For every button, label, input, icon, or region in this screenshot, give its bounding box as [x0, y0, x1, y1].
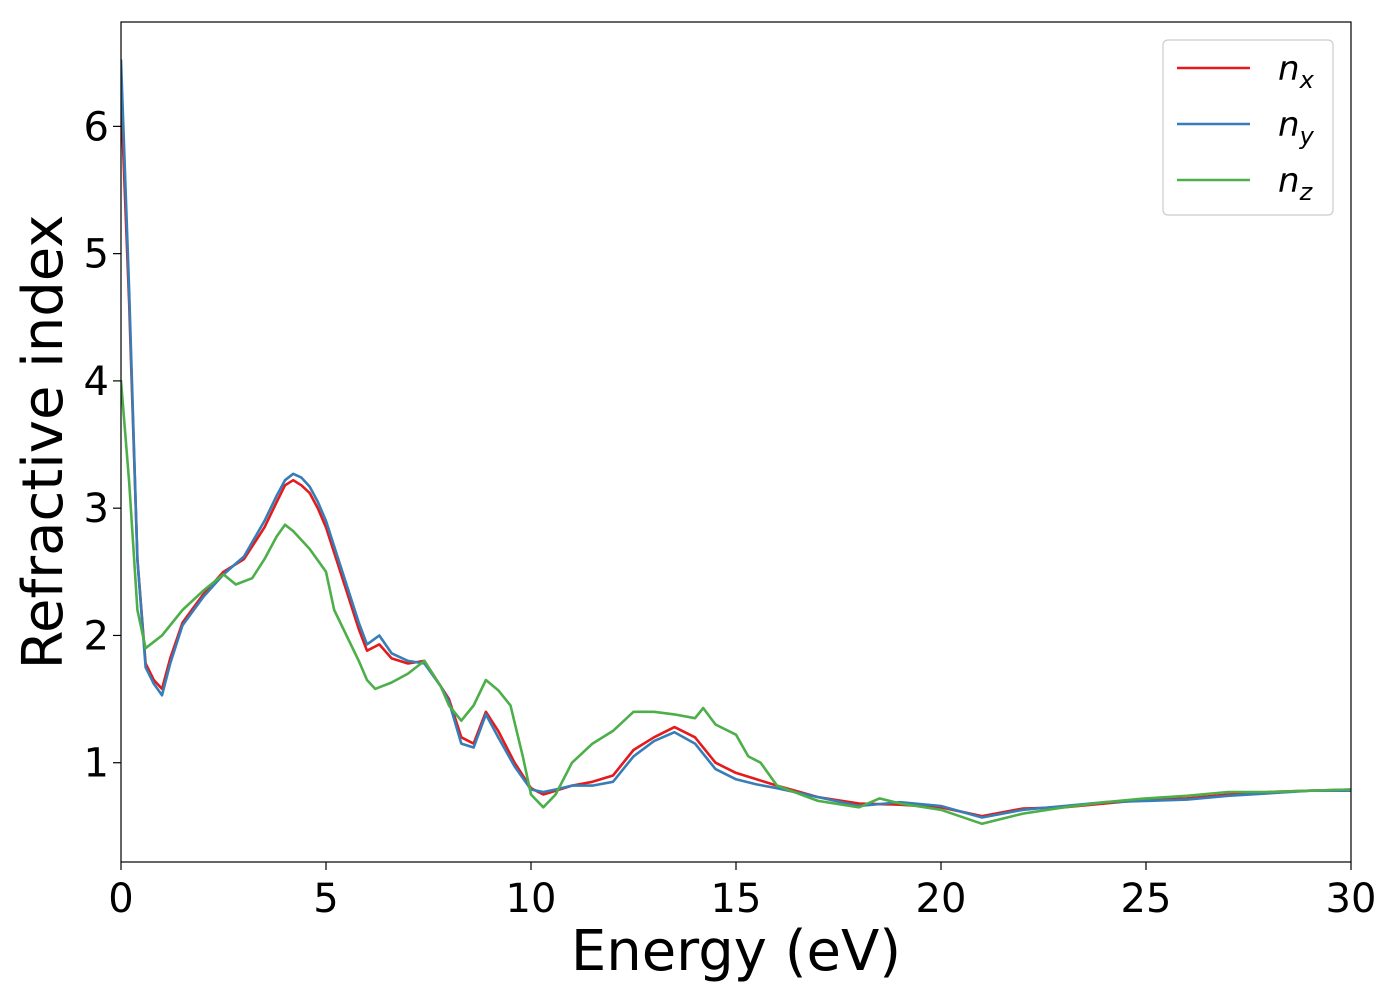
- y-tick-label: 1: [84, 741, 109, 787]
- y-tick-label: 3: [84, 486, 109, 532]
- y-tick-label: 4: [84, 359, 109, 405]
- y-axis-ticks: 1 2 3 4 5 6: [84, 104, 121, 787]
- legend: nx ny nz: [1162, 39, 1334, 216]
- legend-label: ny: [1278, 105, 1315, 150]
- plot-lines: [121, 58, 1351, 826]
- x-tick-label: 10: [506, 876, 557, 922]
- series-line-n-y: [121, 58, 1351, 819]
- x-tick-label: 0: [108, 876, 133, 922]
- y-tick-label: 2: [84, 613, 109, 659]
- x-tick-label: 5: [313, 876, 338, 922]
- x-tick-label: 20: [916, 876, 967, 922]
- x-tick-label: 25: [1121, 876, 1172, 922]
- y-axis-title: Refractive index: [11, 215, 76, 670]
- series-line-n-z: [121, 379, 1351, 826]
- x-axis-ticks: 0 5 10 15 20 25 30: [108, 862, 1376, 922]
- legend-box: [1162, 39, 1334, 216]
- x-tick-label: 15: [711, 876, 762, 922]
- x-axis-title: Energy (eV): [571, 919, 901, 984]
- legend-label: nz: [1278, 161, 1314, 206]
- x-tick-label: 30: [1326, 876, 1377, 922]
- y-tick-label: 5: [84, 232, 109, 278]
- legend-label: nx: [1278, 49, 1315, 94]
- y-tick-label: 6: [84, 104, 109, 150]
